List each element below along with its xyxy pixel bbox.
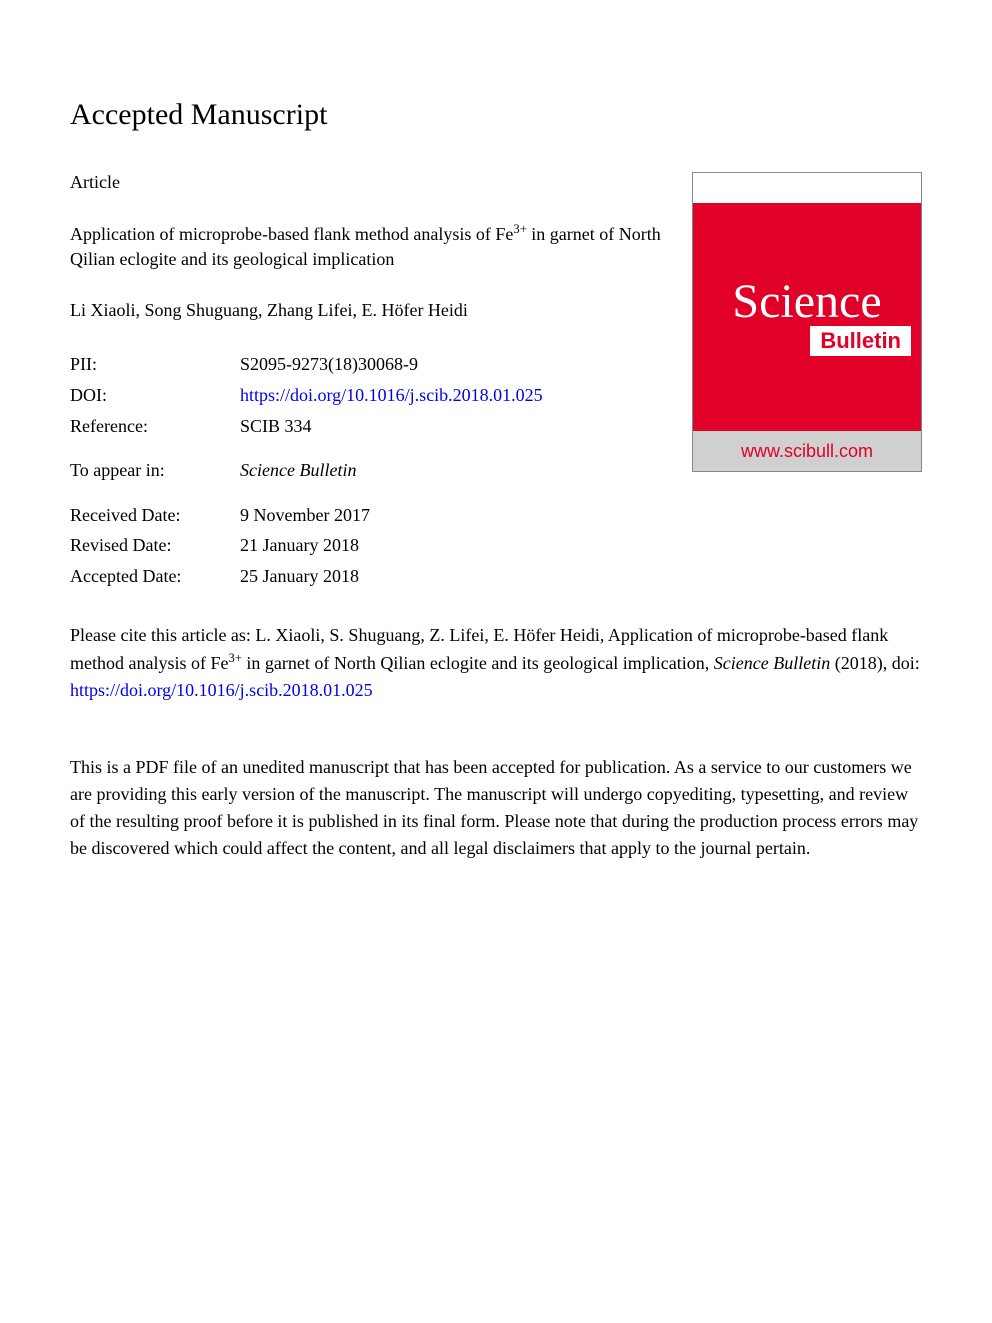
- received-value: 9 November 2017: [240, 500, 672, 531]
- revised-value: 21 January 2018: [240, 530, 672, 561]
- title-part1: Application of microprobe-based flank me…: [70, 224, 513, 244]
- top-section: Article Application of microprobe-based …: [70, 172, 922, 592]
- journal-cover: Science Bulletin www.scibull.com: [692, 172, 922, 472]
- meta-row-pii: PII: S2095-9273(18)30068-9: [70, 349, 672, 380]
- meta-row-reference: Reference: SCIB 334: [70, 411, 672, 442]
- authors: Li Xiaoli, Song Shuguang, Zhang Lifei, E…: [70, 300, 672, 321]
- pii-label: PII:: [70, 349, 240, 380]
- appear-value: Science Bulletin: [240, 455, 672, 486]
- article-type: Article: [70, 172, 672, 193]
- title-sup: 3+: [513, 222, 526, 236]
- citation-sup: 3+: [228, 651, 241, 665]
- doi-label: DOI:: [70, 380, 240, 411]
- accepted-label: Accepted Date:: [70, 561, 240, 592]
- accepted-value: 25 January 2018: [240, 561, 672, 592]
- citation-mid: in garnet of North Qilian eclogite and i…: [242, 653, 714, 673]
- received-label: Received Date:: [70, 500, 240, 531]
- reference-label: Reference:: [70, 411, 240, 442]
- left-column: Article Application of microprobe-based …: [70, 172, 672, 592]
- meta-row-revised: Revised Date: 21 January 2018: [70, 530, 672, 561]
- cover-top-bar: [693, 173, 921, 203]
- citation-year: (2018), doi:: [830, 653, 920, 673]
- doi-value: https://doi.org/10.1016/j.scib.2018.01.0…: [240, 380, 672, 411]
- cover-science-text: Science: [732, 278, 881, 326]
- doi-link[interactable]: https://doi.org/10.1016/j.scib.2018.01.0…: [240, 385, 543, 405]
- meta-row-received: Received Date: 9 November 2017: [70, 500, 672, 531]
- disclaimer-text: This is a PDF file of an unedited manusc…: [70, 754, 922, 862]
- meta-row-doi: DOI: https://doi.org/10.1016/j.scib.2018…: [70, 380, 672, 411]
- citation-journal: Science Bulletin: [714, 653, 830, 673]
- meta-row-appear: To appear in: Science Bulletin: [70, 455, 672, 486]
- citation-text: Please cite this article as: L. Xiaoli, …: [70, 622, 922, 704]
- accepted-manuscript-heading: Accepted Manuscript: [70, 98, 922, 132]
- cover-url: www.scibull.com: [693, 431, 921, 471]
- meta-row-accepted: Accepted Date: 25 January 2018: [70, 561, 672, 592]
- revised-label: Revised Date:: [70, 530, 240, 561]
- cover-bulletin-text: Bulletin: [810, 326, 911, 356]
- article-title: Application of microprobe-based flank me…: [70, 221, 672, 272]
- pii-value: S2095-9273(18)30068-9: [240, 349, 672, 380]
- cover-main: Science Bulletin: [693, 203, 921, 431]
- metadata-table: PII: S2095-9273(18)30068-9 DOI: https://…: [70, 349, 672, 591]
- citation-doi-link[interactable]: https://doi.org/10.1016/j.scib.2018.01.0…: [70, 680, 373, 700]
- appear-label: To appear in:: [70, 455, 240, 486]
- reference-value: SCIB 334: [240, 411, 672, 442]
